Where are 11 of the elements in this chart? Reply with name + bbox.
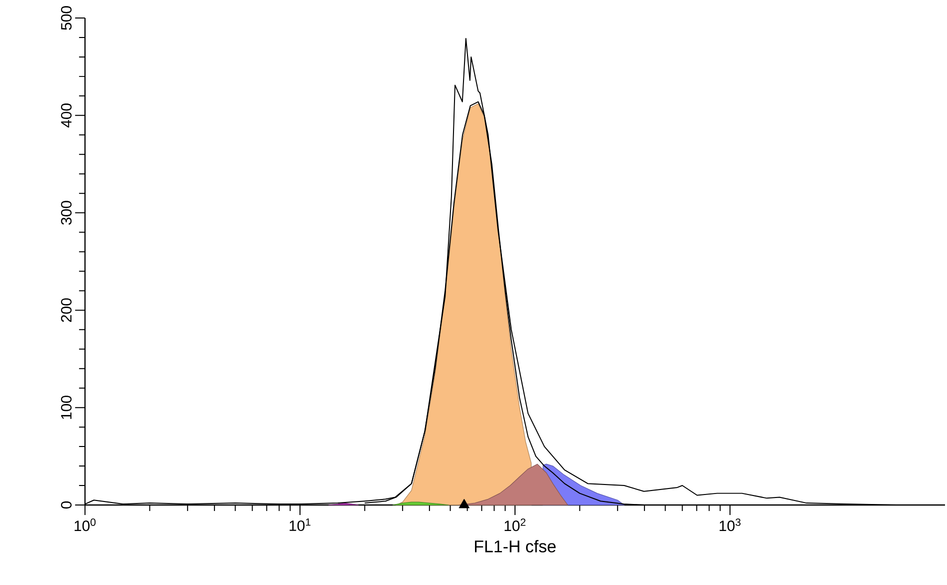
x-tick-label: 10$^{1}$ [290, 518, 310, 532]
x-tick-label: 10$^{3}$ [720, 518, 741, 532]
y-tick-label: 200 [61, 298, 72, 322]
y-tick-label: 500 [61, 6, 72, 30]
x-axis-title: FL1-H cfse [474, 540, 556, 552]
y-tick-label: 0 [61, 501, 72, 509]
x-tick-label: 10$^{2}$ [504, 518, 526, 532]
y-tick-label: 400 [61, 104, 72, 128]
y-tick-label: 300 [61, 200, 72, 225]
x-tick-label: 10$^{0}$ [74, 518, 96, 532]
y-tick-label: 100 [61, 396, 72, 419]
